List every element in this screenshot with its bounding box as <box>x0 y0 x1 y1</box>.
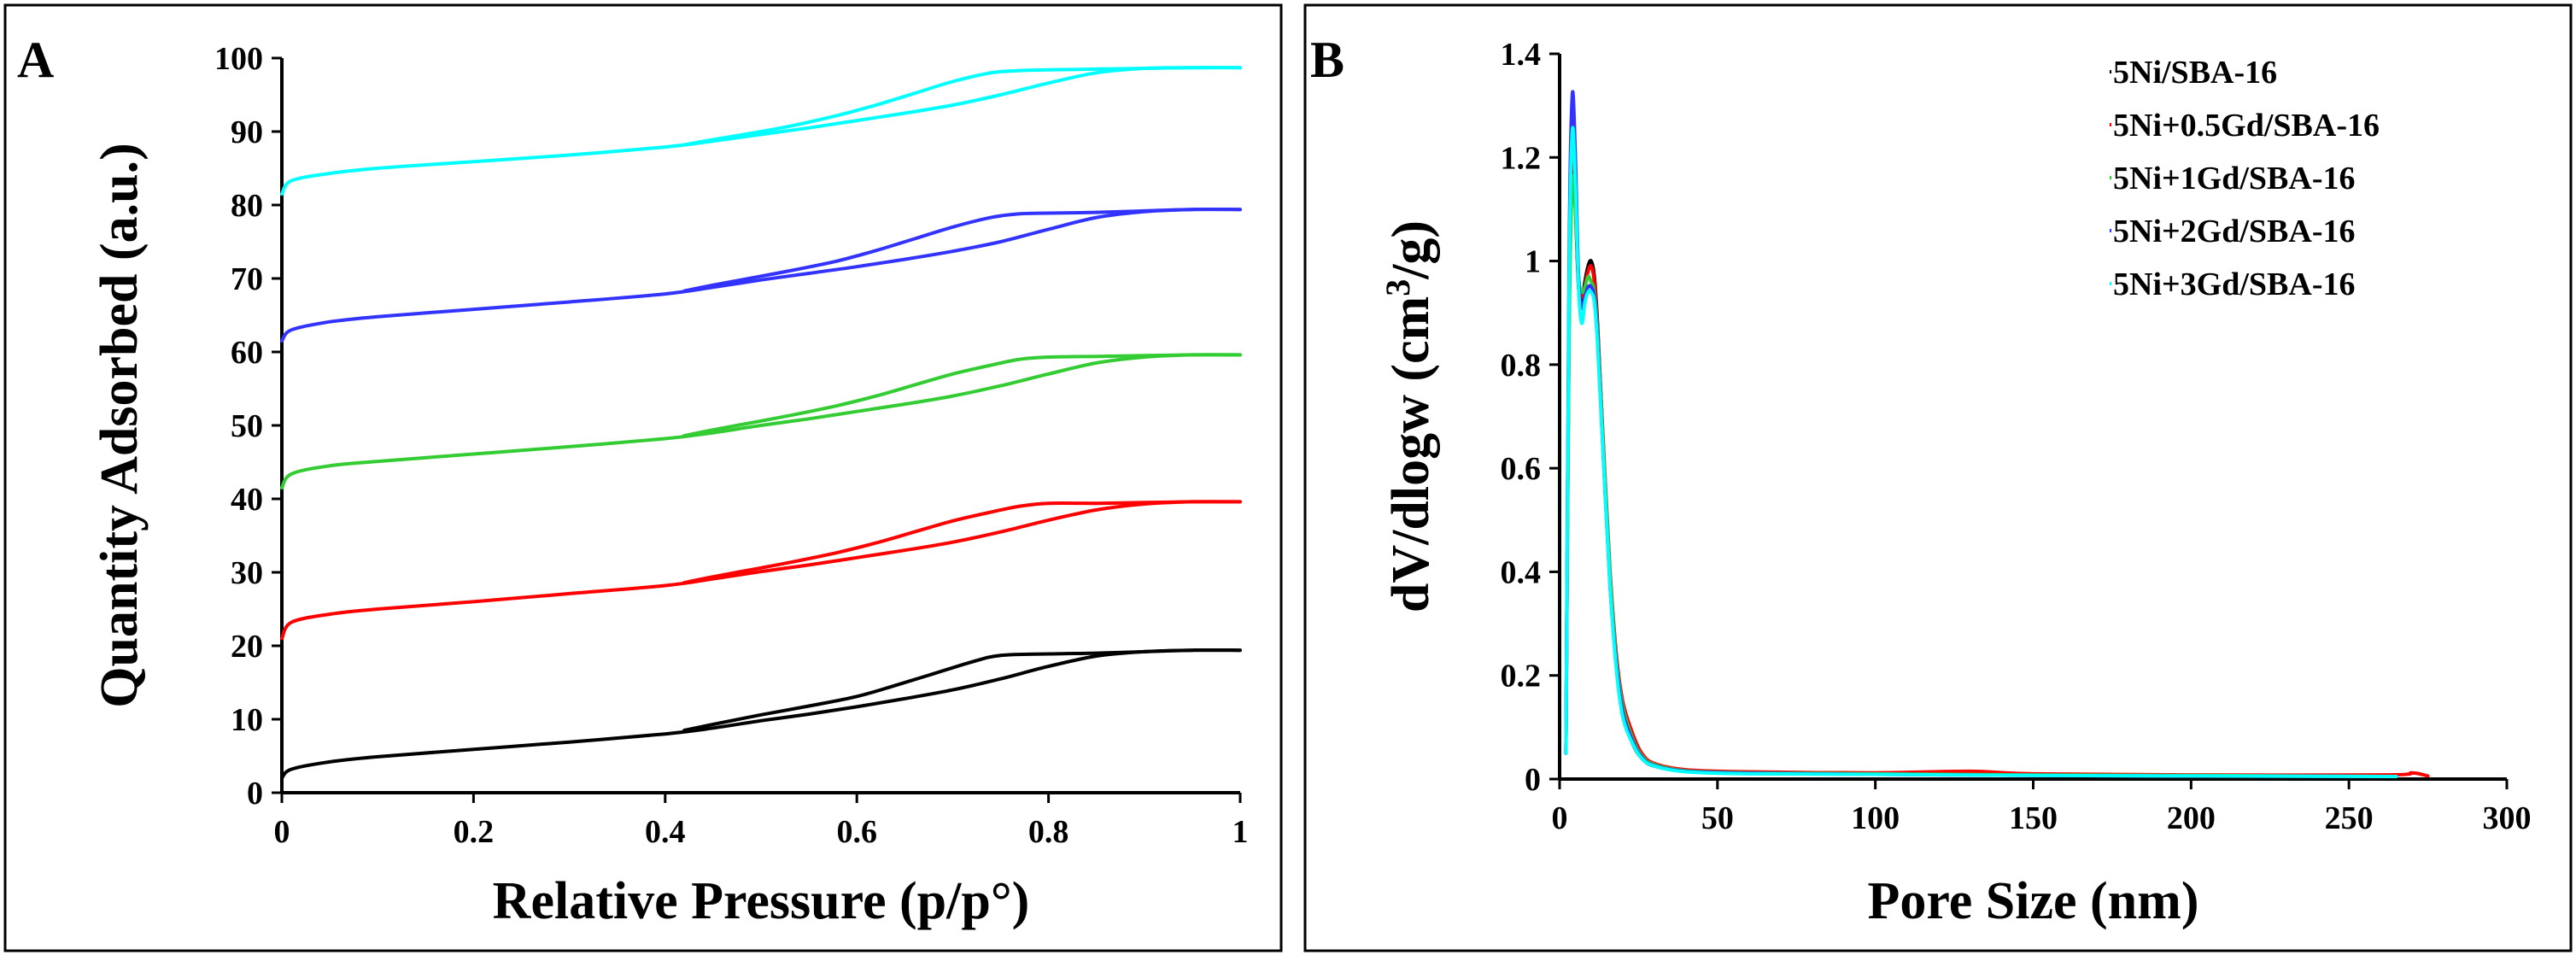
panel-a-series-5ni-sba-16-adsorption <box>280 648 1242 780</box>
panel-a-x-tick-label: 0.4 <box>645 814 686 850</box>
panel-b-y-axis-title: dV/dlogw (cm3/g) <box>1379 220 1441 612</box>
panel-a-series-5ni-1gd-sba-16-desorption <box>682 353 1242 437</box>
panel-a-series-5ni-2gd-sba-16-desorption <box>682 208 1242 293</box>
panel-a-frame <box>3 3 1283 952</box>
legend-label-5ni-1gd-sba-16: 5Ni+1Gd/SBA-16 <box>2113 161 2355 196</box>
panel-b-y-tick-label: 1.4 <box>1501 37 1542 73</box>
panel-a-series <box>280 66 1242 780</box>
panel-a-series-5ni-0-5gd-sba-16-desorption <box>682 500 1242 584</box>
panel-b-x-tick-label: 200 <box>2167 800 2216 836</box>
panel-b-y-tick-label: 0 <box>1525 762 1541 798</box>
panel-a-y-tick-label: 70 <box>231 261 263 297</box>
panel-b-series-5ni-3gd-sba-16 <box>1564 126 2398 778</box>
panel-b-y-tick-label: 1.2 <box>1501 140 1542 176</box>
panel-a-x-axis-title: Relative Pressure (p/p°) <box>493 872 1030 930</box>
panel-b-x-tick-label: 100 <box>1851 800 1900 836</box>
panel-a-x-tick-label: 0.8 <box>1028 814 1069 850</box>
panel-b-y-tick-label: 1 <box>1525 244 1541 280</box>
panel-b-y-axis-title-main: dV/dlogw (cm <box>1382 296 1440 612</box>
panel-b-x-tick-label: 250 <box>2325 800 2374 836</box>
panel-a-y-tick-label: 50 <box>231 408 263 444</box>
panel-a-x-tick-label: 0 <box>274 814 290 850</box>
panel-b-y-tick-label: 0.8 <box>1501 348 1542 384</box>
panel-a: A Quantity Adsorbed (a.u.) Relative Pres… <box>3 3 1283 952</box>
panel-a-series-5ni-sba-16-desorption <box>682 648 1242 732</box>
panel-b-x-tick-label: 0 <box>1552 800 1568 836</box>
panel-a-series-5ni-0-5gd-sba-16-adsorption <box>280 500 1242 641</box>
legend-label-5ni-0-5gd-sba-16: 5Ni+0.5Gd/SBA-16 <box>2113 108 2380 144</box>
panel-a-series-5ni-2gd-sba-16-adsorption <box>280 207 1242 343</box>
panel-b-y-axis-title-sup: 3 <box>1379 279 1417 296</box>
panel-b-x-tick-label: 50 <box>1701 800 1734 836</box>
panel-a-letter: A <box>17 32 54 88</box>
legend-label-5ni-3gd-sba-16: 5Ni+3Gd/SBA-16 <box>2113 267 2355 302</box>
panel-a-x-tick-label: 0.2 <box>454 814 495 850</box>
panel-a-y-tick-label: 80 <box>231 188 263 224</box>
panel-a-y-tick-label: 90 <box>231 114 263 150</box>
panel-a-y-tick-label: 100 <box>214 41 263 77</box>
panel-a-series-5ni-3gd-sba-16-desorption <box>682 66 1242 147</box>
legend-label-5ni-2gd-sba-16: 5Ni+2Gd/SBA-16 <box>2113 214 2355 249</box>
panel-a-y-tick-label: 20 <box>231 629 263 665</box>
panel-b-axes: 0 0.2 0.4 0.6 0.8 1 1.2 1.4 0 50 100 150 200 250 300 <box>1501 37 2532 836</box>
panel-b-letter: B <box>1310 32 1344 88</box>
panel-b-series <box>1564 90 2430 778</box>
panel-b-x-tick-label: 150 <box>2009 800 2058 836</box>
panel-b-y-tick-label: 0.4 <box>1501 554 1542 590</box>
panel-b-x-axis-title: Pore Size (nm) <box>1868 872 2199 930</box>
panel-b-y-axis-title-tail: /g) <box>1382 220 1440 280</box>
panel-a-y-tick-label: 0 <box>247 776 263 812</box>
panel-a-y-tick-label: 10 <box>231 702 263 738</box>
panel-a-series-5ni-3gd-sba-16-adsorption <box>280 66 1242 196</box>
panel-b: B dV/dlogw (cm3/g) Pore Size (nm) 0 0.2 0.… <box>1303 3 2573 952</box>
panel-a-y-tick-label: 40 <box>231 482 263 518</box>
panel-b-y-tick-label: 0.6 <box>1501 451 1542 487</box>
panel-b-frame <box>1303 3 2573 952</box>
panel-a-x-tick-label: 0.6 <box>836 814 877 850</box>
panel-b-y-tick-label: 0.2 <box>1501 659 1542 694</box>
panel-b-legend: 5Ni/SBA-16 5Ni+0.5Gd/SBA-16 5Ni+1Gd/SBA-16… <box>2110 55 2380 302</box>
panel-a-series-5ni-1gd-sba-16-adsorption <box>280 353 1242 490</box>
panel-b-x-tick-label: 300 <box>2483 800 2532 836</box>
panel-a-x-tick-label: 1 <box>1232 814 1249 850</box>
panel-a-y-tick-label: 30 <box>231 555 263 591</box>
panel-a-y-axis-title: Quantity Adsorbed (a.u.) <box>91 143 149 707</box>
legend-label-5ni-sba-16: 5Ni/SBA-16 <box>2113 55 2277 91</box>
panel-a-axes: 0 10 20 30 40 50 60 70 80 90 100 0 0.2 0.4 0.6 0.8 1 <box>214 41 1249 850</box>
panel-a-y-tick-label: 60 <box>231 335 263 371</box>
